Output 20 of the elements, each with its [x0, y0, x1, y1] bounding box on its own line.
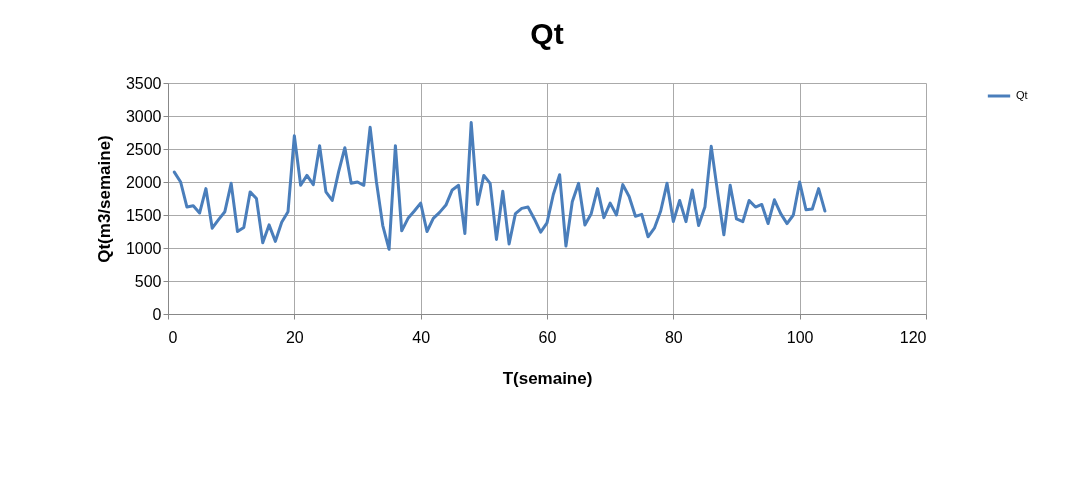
x-tick-label: 20 — [285, 328, 304, 346]
x-tick-label: 0 — [168, 328, 178, 346]
x-axis-title: T(semaine) — [502, 368, 593, 388]
chart-title: Qt — [530, 17, 564, 50]
x-tick-label: 80 — [664, 328, 683, 346]
y-tick-label: 2500 — [125, 140, 162, 158]
x-tick-label: 60 — [538, 328, 557, 346]
y-tick-label: 1000 — [125, 239, 162, 257]
legend-label: Qt — [1016, 89, 1028, 101]
y-tick-label: 3500 — [125, 74, 162, 92]
y-axis-title: Qt(m3/semaine) — [94, 135, 114, 263]
y-tick-label: 1500 — [125, 206, 162, 224]
y-tick-label: 0 — [152, 305, 162, 323]
x-tick-label: 40 — [412, 328, 431, 346]
y-tick-label: 2000 — [125, 173, 162, 191]
x-tick-label: 120 — [899, 328, 927, 346]
x-tick-label: 100 — [786, 328, 814, 346]
y-tick-label: 500 — [134, 272, 162, 290]
line-series — [172, 121, 827, 251]
y-tick-label: 3000 — [125, 107, 162, 125]
